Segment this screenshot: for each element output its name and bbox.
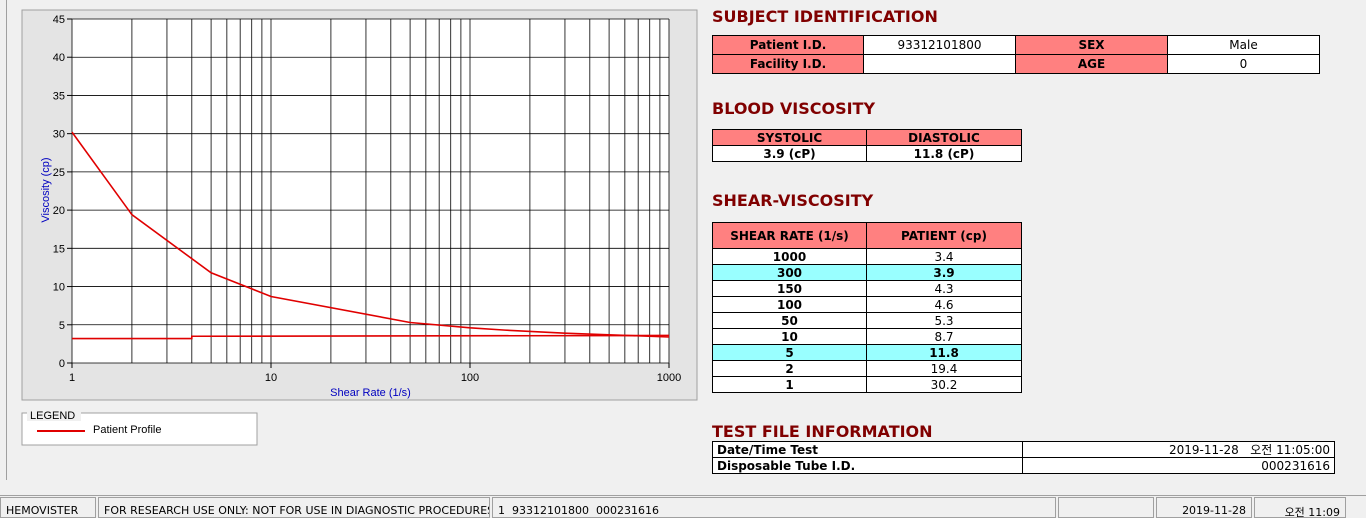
y-tick-label: 5 [59, 320, 65, 332]
y-tick-label: 35 [53, 90, 65, 102]
shear-rate: 50 [712, 312, 867, 329]
field-value [863, 54, 1016, 74]
shear-rate: 10 [712, 328, 867, 345]
column-header: SHEAR RATE (1/s) [712, 222, 867, 249]
y-tick-label: 30 [53, 129, 65, 141]
data-line [72, 334, 670, 340]
section-title: SHEAR-VISCOSITY [712, 191, 874, 210]
patient-value: 4.6 [866, 296, 1022, 313]
y-tick-label: 25 [53, 167, 65, 179]
shear-rate: 100 [712, 296, 867, 313]
status-empty [1058, 497, 1154, 518]
field-label: Facility I.D. [712, 54, 864, 74]
section-title: SUBJECT IDENTIFICATION [712, 7, 938, 26]
shear-rate: 150 [712, 280, 867, 297]
shear-rate: 2 [712, 360, 867, 377]
x-tick-label: 100 [461, 372, 479, 384]
field-label: Patient I.D. [712, 35, 864, 55]
section-title: TEST FILE INFORMATION [712, 422, 933, 441]
shear-rate: 5 [712, 344, 867, 361]
patient-value: 30.2 [866, 376, 1022, 393]
status-notice: FOR RESEARCH USE ONLY: NOT FOR USE IN DI… [98, 497, 490, 518]
patient-value: 3.9 [866, 264, 1022, 281]
status-bar-bg [0, 495, 1366, 518]
legend-label: Patient Profile [93, 424, 161, 436]
x-tick-label: 1 [69, 372, 75, 384]
y-axis-label: Viscosity (cp) [40, 157, 52, 222]
chart: LEGEND 0 5 10 15 20 25 30 35 40 45 1 10 100 1000 Shear… [21, 9, 698, 446]
column-header: PATIENT (cp) [866, 222, 1022, 249]
status-app: HEMOVISTER [0, 497, 96, 518]
y-tick-label: 45 [53, 14, 65, 26]
column-header: DIASTOLIC [866, 129, 1022, 146]
field-value: Male [1167, 35, 1320, 55]
legend-title: LEGEND [30, 410, 75, 422]
status-time: 오전 11:09 [1254, 497, 1346, 518]
x-axis-label: Shear Rate (1/s) [330, 387, 411, 399]
column-header: SYSTOLIC [712, 129, 867, 146]
blood-value: 11.8 (cP) [866, 145, 1022, 162]
field-label: AGE [1015, 54, 1168, 74]
patient-value: 4.3 [866, 280, 1022, 297]
section-title: BLOOD VISCOSITY [712, 99, 876, 118]
patient-value: 3.4 [866, 248, 1022, 265]
y-tick-label: 15 [53, 243, 65, 255]
field-value: 0 [1167, 54, 1320, 74]
patient-value: 5.3 [866, 312, 1022, 329]
status-date: 2019-11-28 [1156, 497, 1252, 518]
info-value: 2019-11-28 오전 11:05:00 [1022, 441, 1335, 458]
shear-rate: 1 [712, 376, 867, 393]
legend-title-bg [27, 409, 81, 421]
y-tick-label: 10 [53, 282, 65, 294]
y-tick-label: 0 [59, 358, 65, 370]
window-border [6, 0, 7, 480]
field-label: SEX [1015, 35, 1168, 55]
y-tick-label: 20 [53, 205, 65, 217]
info-value: 000231616 [1022, 457, 1335, 474]
blood-value: 3.9 (cP) [712, 145, 867, 162]
patient-value: 19.4 [866, 360, 1022, 377]
x-tick-label: 10 [265, 372, 277, 384]
info-label: Date/Time Test [712, 441, 1023, 458]
shear-rate: 1000 [712, 248, 867, 265]
status-record: 1 93312101800 000231616 [492, 497, 1056, 518]
info-label: Disposable Tube I.D. [712, 457, 1023, 474]
patient-value: 11.8 [866, 344, 1022, 361]
patient-value: 8.7 [866, 328, 1022, 345]
data-line [71, 131, 670, 338]
plot-area [72, 19, 669, 363]
field-value: 93312101800 [863, 35, 1016, 55]
x-tick-label: 1000 [657, 372, 681, 384]
shear-rate: 300 [712, 264, 867, 281]
y-tick-label: 40 [53, 52, 65, 64]
